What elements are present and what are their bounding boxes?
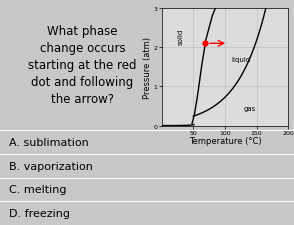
Text: B. vaporization: B. vaporization xyxy=(9,161,93,171)
Text: D. freezing: D. freezing xyxy=(9,208,70,218)
X-axis label: Temperature (°C): Temperature (°C) xyxy=(188,137,261,146)
Text: solid: solid xyxy=(178,28,184,44)
Text: liquid: liquid xyxy=(231,57,250,63)
Text: C. melting: C. melting xyxy=(9,184,66,195)
Y-axis label: Pressure (atm): Pressure (atm) xyxy=(143,37,152,98)
Text: What phase
change occurs
starting at the red
dot and following
the arrow?: What phase change occurs starting at the… xyxy=(28,25,137,105)
Text: gas: gas xyxy=(244,106,256,111)
Text: A. sublimation: A. sublimation xyxy=(9,137,88,147)
